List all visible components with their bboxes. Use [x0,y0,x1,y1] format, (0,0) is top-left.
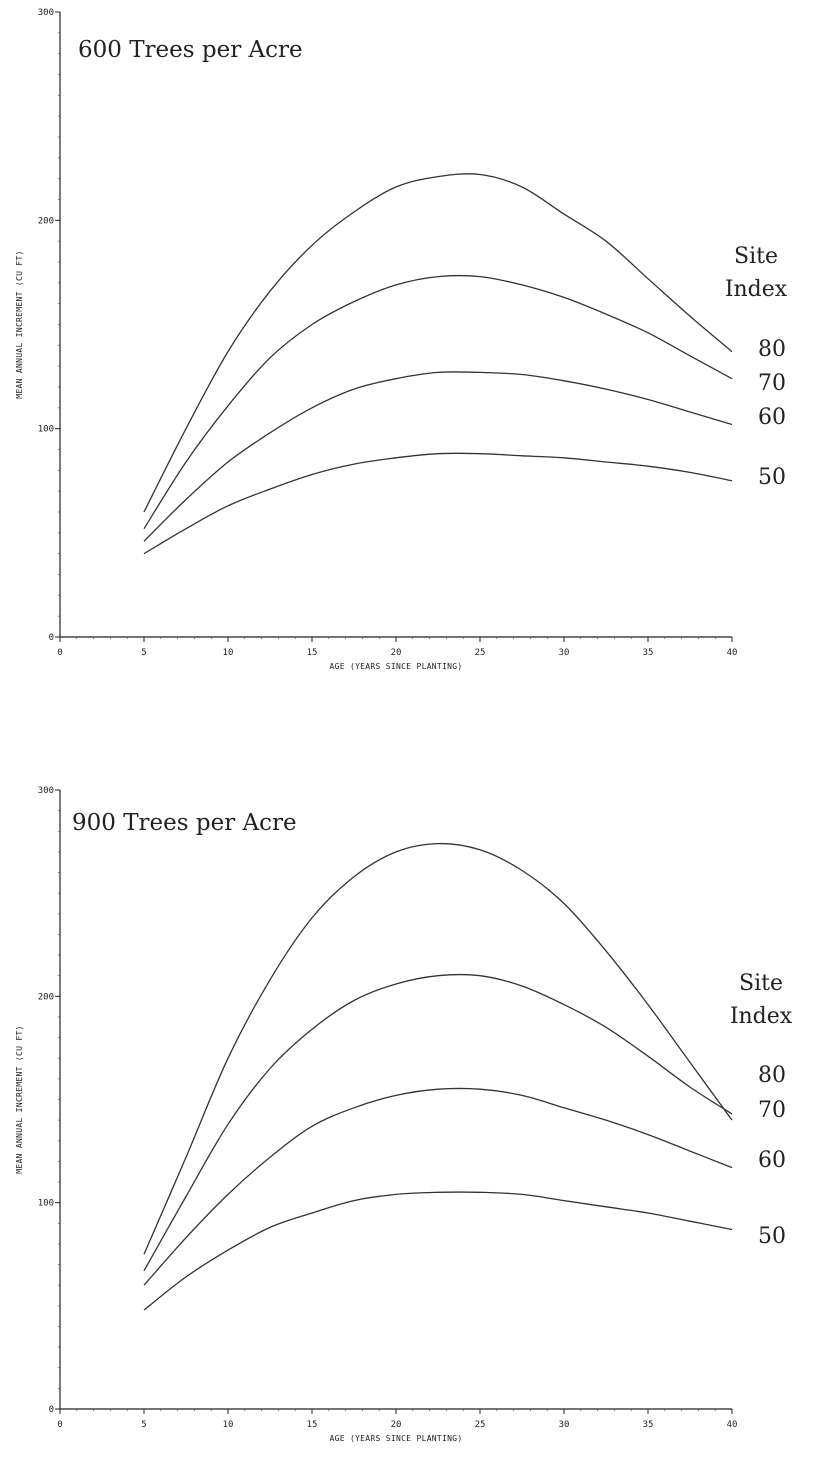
series-line-site-index-60 [143,1087,733,1286]
series-line-site-index-70 [143,973,733,1272]
y-tick-label: 100 [38,1199,54,1209]
series-label-80: 80 [758,1063,786,1088]
y-tick-label: 300 [38,8,54,18]
legend-title-site: Site [739,971,783,996]
series-line-site-index-60 [143,371,733,542]
y-tick-label: 0 [49,1405,54,1415]
x-tick-label: 35 [643,1420,654,1430]
x-tick-label: 35 [643,648,654,658]
series-line-site-index-80 [143,173,733,513]
series-line-site-index-50 [143,452,733,555]
y-tick-label: 200 [38,216,54,226]
y-tick-label: 200 [38,992,54,1002]
series-line-site-index-80 [143,842,733,1255]
x-tick-label: 0 [57,1420,62,1430]
legend-title-site: Site [734,244,778,269]
series-label-80: 80 [758,337,786,362]
x-tick-label: 5 [141,648,146,658]
y-tick-label: 300 [38,786,54,796]
y-tick-label: 0 [49,633,54,643]
series-label-50: 50 [758,465,786,490]
series-label-70: 70 [758,371,786,396]
chart-title: 600 Trees per Acre [78,37,303,63]
x-axis-label: AGE (YEARS SINCE PLANTING) [329,662,462,671]
series-label-60: 60 [758,1148,786,1173]
y-tick-label: 100 [38,425,54,435]
x-tick-label: 15 [307,1420,318,1430]
series-line-site-index-70 [143,274,733,530]
series-label-50: 50 [758,1224,786,1249]
x-tick-label: 20 [391,648,402,658]
x-tick-label: 10 [223,648,234,658]
x-tick-label: 30 [559,1420,570,1430]
x-tick-label: 20 [391,1420,402,1430]
legend-title-index: Index [730,1004,793,1029]
x-tick-label: 40 [727,1420,738,1430]
x-tick-label: 15 [307,648,318,658]
x-tick-label: 0 [57,648,62,658]
x-tick-label: 25 [475,648,486,658]
x-tick-label: 5 [141,1420,146,1430]
x-axis-label: AGE (YEARS SINCE PLANTING) [329,1434,462,1443]
series-label-60: 60 [758,405,786,430]
chart-title: 900 Trees per Acre [72,810,297,836]
chart-panel-2: 0 100 200 300 0 5 10 15 20 25 30 35 40 AGE (YEARS SIN… [15,786,793,1443]
x-tick-label: 40 [727,648,738,658]
chart-panel-1: 0 100 200 300 0 5 10 15 20 25 30 35 40 AGE (YEARS SIN… [15,8,788,671]
series-line-site-index-50 [143,1191,733,1311]
x-tick-label: 30 [559,648,570,658]
series-label-70: 70 [758,1098,786,1123]
x-tick-label: 25 [475,1420,486,1430]
y-axis-label: MEAN ANNUAL INCREMENT (CU FT) [15,250,24,398]
x-tick-label: 10 [223,1420,234,1430]
legend-title-index: Index [725,277,788,302]
y-axis-label: MEAN ANNUAL INCREMENT (CU FT) [15,1025,24,1173]
